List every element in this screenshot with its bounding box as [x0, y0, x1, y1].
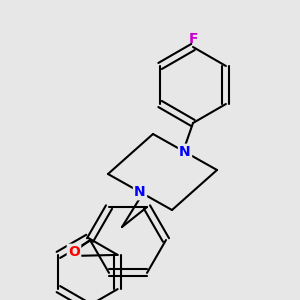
Text: O: O: [68, 245, 80, 259]
Text: F: F: [188, 32, 198, 46]
Text: N: N: [179, 145, 191, 159]
Text: N: N: [134, 185, 146, 199]
